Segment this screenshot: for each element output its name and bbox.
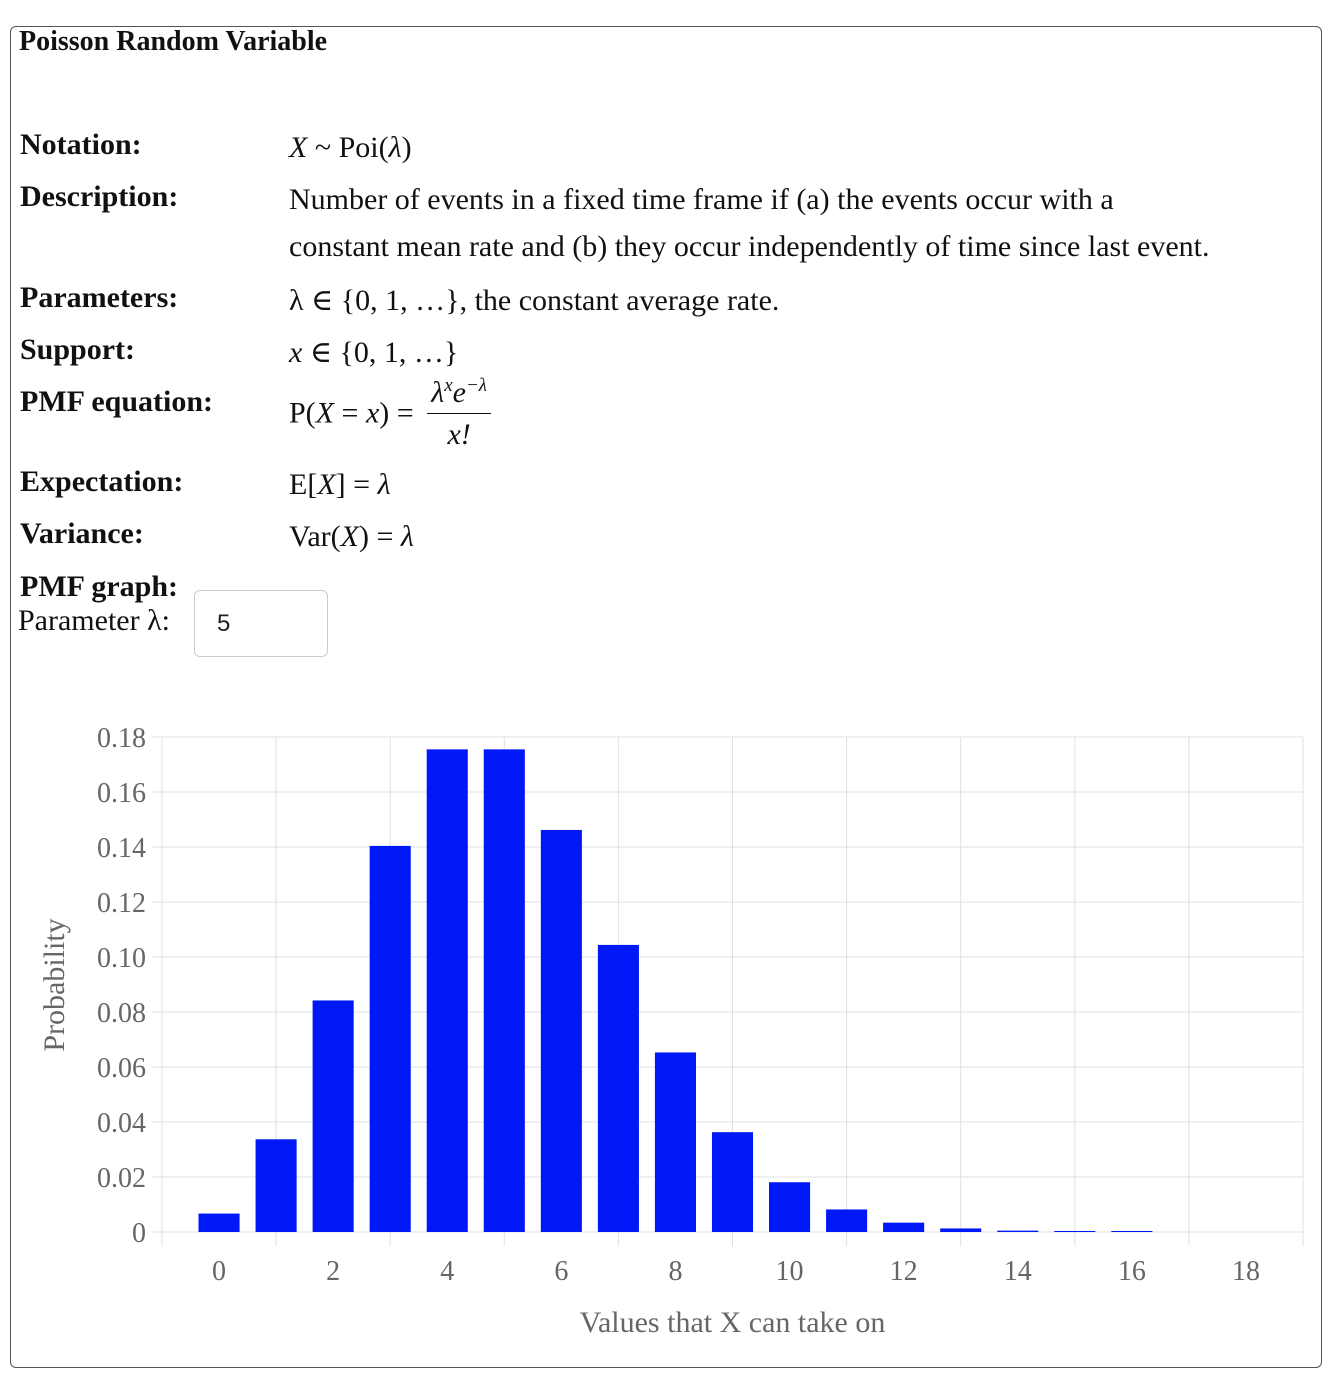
support-label: Support: — [20, 333, 136, 366]
expectation-close: ] = — [335, 468, 378, 501]
x-tick-label: 6 — [554, 1256, 568, 1287]
variance-lambda: λ — [400, 520, 414, 553]
x-axis-title: Values that X can take on — [580, 1306, 886, 1339]
y-axis-title: Probability — [38, 918, 71, 1051]
bar — [997, 1230, 1039, 1232]
variance-open: Var( — [289, 520, 341, 553]
pmf-num-lambda: λ — [431, 376, 445, 409]
pmf-num-exp: x — [444, 375, 453, 396]
pmf-num-e: e — [452, 376, 466, 409]
y-tick-label: 0.12 — [97, 888, 146, 919]
x-tick-label: 12 — [890, 1256, 918, 1287]
x-tick-label: 16 — [1118, 1256, 1146, 1287]
bar — [654, 1052, 696, 1232]
variance-x: X — [340, 520, 359, 553]
notation-x: X — [289, 131, 308, 164]
bar — [940, 1228, 982, 1232]
expectation-x: X — [317, 468, 336, 501]
bar — [769, 1182, 811, 1232]
bar — [826, 1209, 868, 1232]
y-tick-label: 0.10 — [97, 943, 146, 974]
bar — [312, 1000, 354, 1232]
expectation-open: E[ — [289, 468, 318, 501]
notation-sim: ~ — [307, 131, 339, 164]
x-tick-label: 14 — [1004, 1256, 1032, 1287]
notation-poi: Poi( — [338, 131, 389, 164]
y-tick-label: 0.06 — [97, 1053, 146, 1084]
description-line-1: Number of events in a fixed time frame i… — [289, 183, 1114, 216]
card-title: Poisson Random Variable — [19, 26, 328, 57]
pmf-num-e-exp: −λ — [465, 375, 488, 396]
support-var: x — [289, 336, 303, 369]
bar — [483, 749, 525, 1232]
pmf-equation-value: P(X = x) = λxe−λ x! — [289, 375, 492, 452]
description-line-2: constant mean rate and (b) they occur in… — [289, 230, 1210, 263]
variance-value: Var(X) = λ — [289, 513, 414, 560]
pmf-lhs: P(X = x) = — [289, 397, 414, 430]
support-value: x ∈ {0, 1, …} — [289, 329, 458, 376]
expectation-value: E[X] = λ — [289, 461, 391, 508]
bar — [1054, 1231, 1096, 1232]
notation-close: ) — [401, 131, 412, 164]
notation-label: Notation: — [20, 128, 142, 161]
expectation-label: Expectation: — [20, 465, 184, 498]
x-tick-label: 10 — [776, 1256, 804, 1287]
description-value: Number of events in a fixed time frame i… — [289, 176, 1210, 270]
y-tick-label: 0.16 — [97, 778, 146, 809]
support-math: ∈ {0, 1, …} — [302, 336, 459, 369]
parameters-text: , the constant average rate. — [459, 284, 780, 317]
y-tick-label: 0 — [132, 1218, 146, 1249]
x-tick-label: 2 — [326, 1256, 340, 1287]
y-tick-label: 0.14 — [97, 833, 146, 864]
x-tick-label: 0 — [212, 1256, 226, 1287]
bar — [369, 845, 411, 1232]
bar — [883, 1222, 925, 1232]
x-tick-label: 8 — [668, 1256, 682, 1287]
pmf-graph-label: PMF graph: — [20, 570, 179, 603]
pmf-lhs-x: X — [315, 396, 335, 430]
y-tick-label: 0.08 — [97, 998, 146, 1029]
bar — [198, 1213, 240, 1232]
bar — [597, 944, 639, 1232]
notation-lambda: λ — [388, 131, 402, 164]
y-tick-label: 0.04 — [97, 1108, 146, 1139]
pmf-lhs-eq: = — [334, 396, 366, 430]
expectation-lambda: λ — [377, 468, 391, 501]
pmf-lhs-open: P( — [289, 396, 316, 430]
bar — [540, 829, 582, 1232]
description-label: Description: — [20, 180, 179, 213]
parameters-value: λ ∈ {0, 1, …}, the constant average rate… — [289, 277, 779, 324]
bar — [426, 749, 468, 1232]
variance-label: Variance: — [20, 517, 144, 550]
y-tick-label: 0.02 — [97, 1163, 146, 1194]
pmf-equation-label: PMF equation: — [20, 385, 214, 418]
bar — [711, 1132, 754, 1232]
pmf-denominator: x! — [447, 417, 471, 451]
bar — [1111, 1231, 1153, 1232]
parameters-math: λ ∈ {0, 1, …} — [289, 284, 460, 317]
notation-value: X ~ Poi(λ) — [289, 124, 412, 171]
bar — [255, 1139, 297, 1232]
variance-close: ) = — [358, 520, 401, 553]
lambda-input[interactable] — [194, 590, 328, 657]
parameter-label: Parameter λ: — [18, 604, 170, 637]
x-tick-label: 18 — [1232, 1256, 1260, 1287]
pmf-fraction: λxe−λ x! — [427, 375, 492, 452]
parameters-label: Parameters: — [20, 281, 179, 314]
pmf-numerator: λxe−λ — [427, 375, 492, 414]
pmf-lhs-var: x — [365, 396, 380, 430]
y-tick-label: 0.18 — [97, 723, 146, 754]
x-tick-label: 4 — [440, 1256, 454, 1287]
pmf-lhs-close: ) = — [379, 396, 414, 430]
